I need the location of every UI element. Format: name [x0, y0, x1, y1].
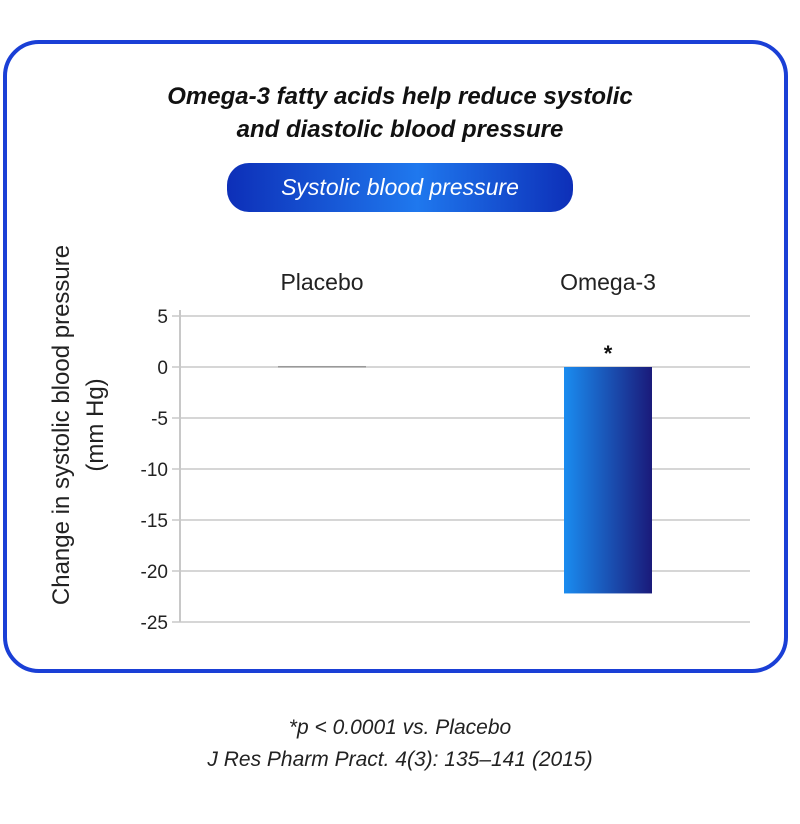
- citation-footnote: J Res Pharm Pract. 4(3): 135–141 (2015): [207, 748, 593, 771]
- bar-chart: 5 0 -5 -10 -15 -20 -25 Placebo Omega-3 * Change in…: [48, 245, 750, 634]
- y-tick-label: -15: [141, 511, 168, 532]
- grid-lines: [180, 315, 750, 623]
- y-tick-label: -25: [141, 613, 168, 634]
- labels: 5 0 -5 -10 -15 -20 -25 Placebo Omega-3 * Change in…: [48, 245, 656, 634]
- chart-subtitle: Systolic blood pressure: [281, 174, 519, 200]
- chart-frame: [3, 40, 788, 673]
- bar-placebo: [278, 365, 366, 368]
- bar-omega-3: [564, 367, 652, 594]
- y-tick-label: 0: [157, 358, 168, 379]
- y-axis-label-line: (mm Hg): [82, 378, 109, 471]
- bars: [278, 365, 652, 594]
- chart-title-line-2: and diastolic blood pressure: [236, 116, 564, 143]
- y-axis-label-line: Change in systolic blood pressure: [48, 245, 75, 605]
- y-axis-label: Change in systolic blood pressure (mm Hg): [48, 245, 109, 605]
- category-label: Omega-3: [560, 269, 656, 295]
- y-tick-label: -20: [141, 562, 168, 583]
- y-tick-label: 5: [157, 307, 168, 328]
- footnotes: *p < 0.0001 vs. Placebo J Res Pharm Prac…: [0, 712, 800, 776]
- y-tick-label: -10: [141, 460, 168, 481]
- chart-subtitle-pill: Systolic blood pressure: [227, 163, 573, 212]
- category-label: Placebo: [280, 269, 363, 295]
- y-tick-label: -5: [151, 409, 168, 430]
- significance-star: *: [604, 341, 613, 366]
- y-axis: [172, 310, 181, 623]
- significance-footnote: *p < 0.0001 vs. Placebo: [288, 716, 512, 739]
- chart-title-line-1: Omega-3 fatty acids help reduce systolic: [167, 83, 633, 110]
- chart-title: Omega-3 fatty acids help reduce systolic…: [0, 80, 800, 146]
